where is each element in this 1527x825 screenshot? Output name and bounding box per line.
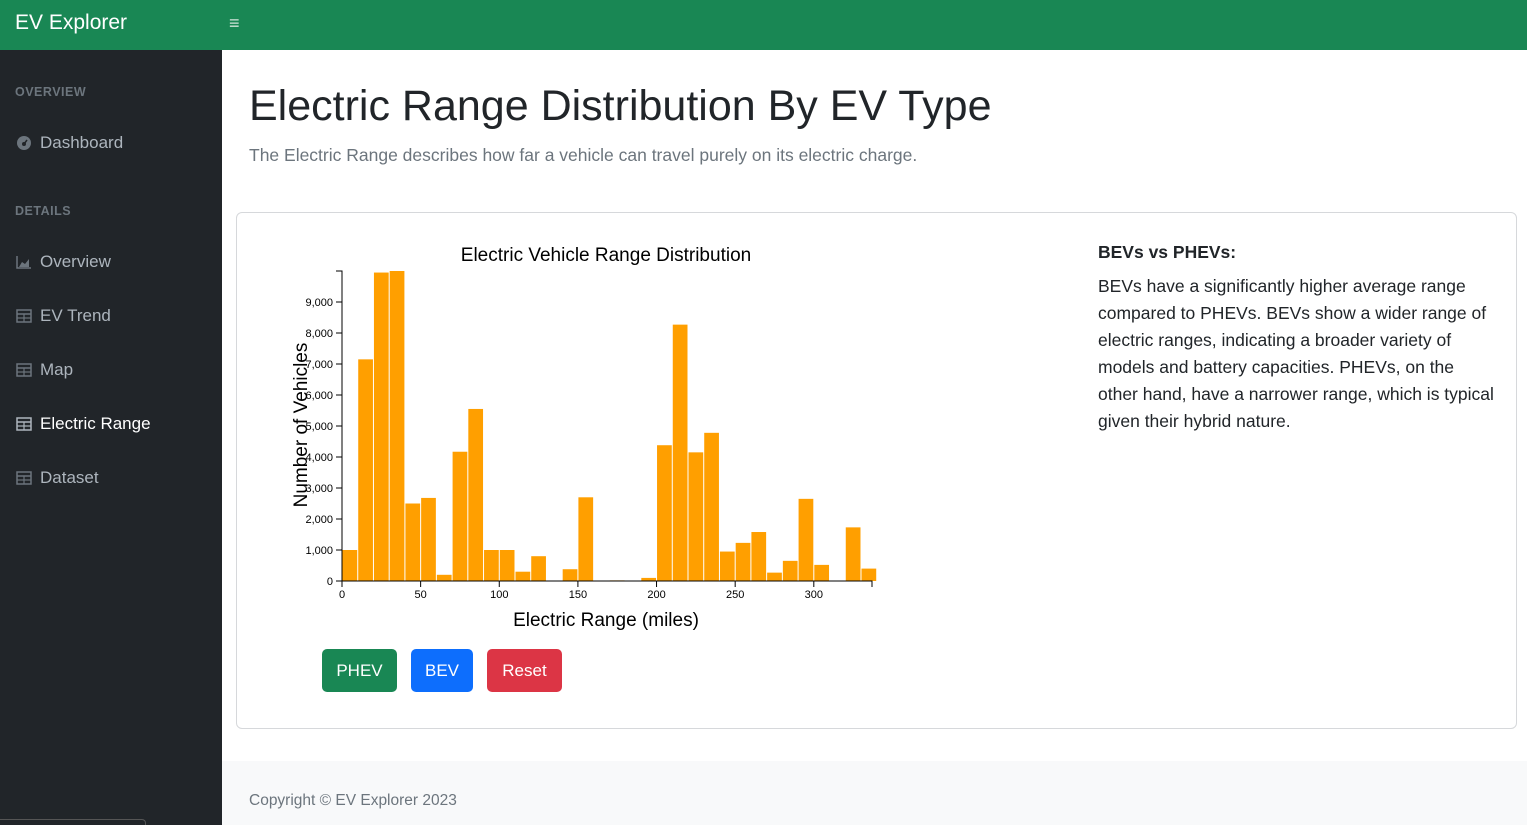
histogram-bar — [499, 550, 515, 581]
chart-card: Electric Vehicle Range Distribution 0 1,0… — [236, 212, 1517, 729]
histogram-bar — [767, 572, 782, 581]
y-tick-label: 8,000 — [305, 328, 333, 340]
x-tick-label: 100 — [490, 589, 508, 601]
y-tick-label: 0 — [327, 576, 333, 588]
histogram-bar — [484, 550, 499, 581]
area-chart-icon — [15, 253, 33, 271]
histogram-bar — [861, 568, 877, 581]
histogram-bar — [389, 271, 405, 581]
y-tick-label: 5,000 — [305, 421, 333, 433]
sidebar-heading-overview: OVERVIEW — [15, 85, 87, 99]
y-tick-label: 1,000 — [305, 545, 333, 557]
y-axis: 0 1,000 2,000 3,000 4,000 5,000 6,000 7,000 8,00… — [305, 270, 343, 588]
histogram-bar — [468, 408, 484, 581]
histogram-bar — [798, 498, 814, 581]
sidebar-item-label: Overview — [40, 252, 111, 271]
histogram-bar — [751, 532, 767, 581]
histogram-bar — [782, 560, 798, 581]
y-tick-label: 6,000 — [305, 390, 333, 402]
chart-title: Electric Vehicle Range Distribution — [461, 245, 751, 266]
histogram-bar — [657, 445, 672, 581]
sidebar-item-label: EV Trend — [40, 306, 111, 325]
phev-filter-button[interactable]: PHEV — [322, 649, 397, 692]
x-tick-label: 300 — [805, 589, 823, 601]
histogram-bar — [373, 272, 389, 581]
histogram-bar — [562, 569, 578, 581]
histogram-bar — [578, 497, 594, 581]
sidebar-item-electric-range[interactable]: Electric Range — [15, 409, 215, 439]
info-heading: BEVs vs PHEVs: — [1098, 242, 1237, 262]
footer-copyright: Copyright © EV Explorer 2023 — [249, 792, 457, 809]
histogram-bar — [358, 359, 373, 581]
sidebar: OVERVIEW Dashboard DETAILS Overview EV T… — [0, 50, 222, 825]
sidebar-item-label: Dashboard — [40, 133, 124, 152]
histogram-bar — [704, 432, 719, 581]
sidebar-item-label: Map — [40, 360, 74, 379]
histogram-bar — [845, 527, 861, 581]
histogram-bar — [735, 542, 751, 581]
y-tick-label: 4,000 — [305, 452, 333, 464]
gauge-icon — [15, 134, 33, 152]
x-tick-label: 50 — [415, 589, 427, 601]
x-axis-line — [341, 580, 873, 587]
y-tick-label: 3,000 — [305, 483, 333, 495]
table-icon — [15, 307, 33, 325]
x-tick-label: 250 — [726, 589, 744, 601]
histogram-bar — [421, 497, 436, 581]
bev-filter-button[interactable]: BEV — [411, 649, 473, 692]
x-tick-label: 150 — [569, 589, 587, 601]
hamburger-icon[interactable]: ≡ — [229, 13, 240, 33]
histogram-bar — [436, 574, 452, 581]
table-icon — [15, 361, 33, 379]
x-axis-label: Electric Range (miles) — [513, 610, 699, 631]
sidebar-item-map[interactable]: Map — [15, 355, 215, 385]
top-navbar: EV Explorer ≡ — [0, 0, 1527, 50]
y-tick-label: 7,000 — [305, 359, 333, 371]
y-tick-label: 9,000 — [305, 297, 333, 309]
sidebar-heading-details: DETAILS — [15, 204, 72, 218]
x-tick-label: 200 — [647, 589, 665, 601]
x-tick-label: 0 — [339, 589, 345, 601]
brand-title[interactable]: EV Explorer — [15, 11, 128, 34]
histogram-bar — [814, 564, 830, 581]
sidebar-item-dataset[interactable]: Dataset — [15, 463, 215, 493]
table-icon — [15, 469, 33, 487]
sidebar-item-dashboard[interactable]: Dashboard — [15, 128, 215, 158]
x-axis: 0 50 100 150 200 250 300 — [339, 580, 873, 601]
footer: Copyright © EV Explorer 2023 — [222, 761, 1527, 825]
histogram-bar — [342, 550, 358, 581]
range-histogram-chart: Electric Vehicle Range Distribution 0 1,0… — [291, 245, 877, 631]
page-subtitle: The Electric Range describes how far a v… — [249, 145, 918, 165]
histogram-bar — [672, 324, 688, 581]
y-axis-label: Number of Vehicles — [291, 343, 312, 508]
sidebar-item-ev-trend[interactable]: EV Trend — [15, 301, 215, 331]
sidebar-item-label: Electric Range — [40, 414, 151, 433]
histogram-bar — [688, 452, 704, 581]
main-content: Electric Range Distribution By EV Type T… — [222, 50, 1527, 825]
reset-button[interactable]: Reset — [487, 649, 562, 692]
info-text: BEVs have a significantly higher average… — [1098, 276, 1494, 431]
page-title: Electric Range Distribution By EV Type — [249, 82, 992, 130]
histogram-bar — [452, 451, 468, 581]
histogram-bar — [719, 551, 735, 581]
histogram-bar — [531, 556, 546, 581]
sidebar-item-overview[interactable]: Overview — [15, 247, 215, 277]
chart-bars — [342, 271, 877, 581]
histogram-bar — [641, 577, 657, 581]
sidebar-item-label: Dataset — [40, 468, 99, 487]
histogram-bar — [405, 503, 421, 581]
y-tick-label: 2,000 — [305, 514, 333, 526]
sidebar-scrollbar[interactable] — [0, 819, 146, 825]
table-icon — [15, 415, 33, 433]
histogram-bar — [515, 571, 531, 581]
